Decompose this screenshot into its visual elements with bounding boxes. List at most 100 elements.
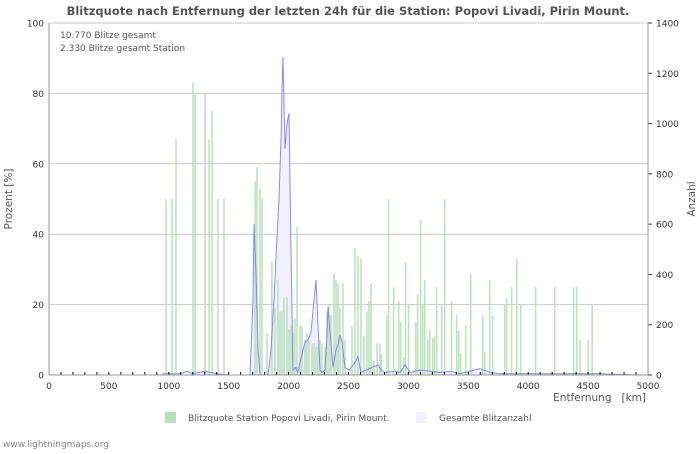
bar xyxy=(337,283,339,375)
y-axis-label: Prozent [%] xyxy=(3,169,15,230)
bar xyxy=(277,280,279,375)
y-tick-label: 40 xyxy=(33,231,45,241)
bar xyxy=(296,227,298,375)
bar xyxy=(335,280,337,375)
bar xyxy=(450,301,453,375)
bar xyxy=(217,199,219,375)
x-tick-label: 1000 xyxy=(157,382,180,392)
bar xyxy=(256,167,258,375)
bar xyxy=(399,322,402,375)
legend-label-area: Gesamte Blitzanzahl xyxy=(439,414,532,424)
bar xyxy=(192,82,194,376)
bar xyxy=(572,287,575,375)
legend-swatch-bar xyxy=(165,412,176,423)
y2-tick-label: 0 xyxy=(656,372,662,382)
bar xyxy=(279,311,281,375)
y2-tick-label: 200 xyxy=(656,321,673,331)
bar xyxy=(443,199,446,375)
x-tick-label: 5000 xyxy=(637,382,660,392)
y-tick-label: 20 xyxy=(33,301,45,311)
bar xyxy=(254,181,256,375)
bar xyxy=(464,325,467,375)
bar xyxy=(351,325,353,375)
bar xyxy=(519,304,522,375)
x-tick-label: 500 xyxy=(100,382,117,392)
bar xyxy=(423,280,426,375)
bar xyxy=(469,274,472,375)
bar xyxy=(288,329,290,375)
bar xyxy=(459,353,462,375)
bar xyxy=(339,308,341,375)
annotation-station: 2.330 Blitze gesamt Station xyxy=(60,44,185,54)
bar xyxy=(304,339,306,375)
bar xyxy=(306,332,308,375)
annotation-total: 10.770 Blitze gesamt xyxy=(60,31,156,41)
bar xyxy=(315,346,317,375)
bar xyxy=(357,255,359,375)
bar xyxy=(354,248,356,375)
bar xyxy=(175,139,177,375)
bar xyxy=(308,339,310,375)
bar xyxy=(319,339,321,375)
y2-tick-label: 1200 xyxy=(656,70,679,80)
bar xyxy=(457,331,460,375)
bar xyxy=(321,343,323,375)
bar xyxy=(211,111,213,375)
bar xyxy=(366,311,368,375)
x-tick-label: 4000 xyxy=(517,382,540,392)
y2-tick-label: 1000 xyxy=(656,120,679,130)
bar xyxy=(328,304,330,375)
bar xyxy=(274,308,276,375)
grid xyxy=(49,22,648,376)
bar xyxy=(505,297,508,375)
y-tick-label: 0 xyxy=(38,372,44,382)
bar xyxy=(392,287,395,375)
bar xyxy=(587,339,589,375)
bar xyxy=(553,287,556,375)
bar xyxy=(342,283,344,375)
bar xyxy=(271,262,273,375)
bar xyxy=(440,304,443,375)
bar xyxy=(281,311,283,375)
bar xyxy=(481,315,484,375)
bar xyxy=(261,199,263,375)
bar xyxy=(299,325,301,375)
x-axis-label: Entfernung [km] xyxy=(553,392,646,404)
bar xyxy=(579,339,581,375)
legend: Blitzquote Station Popovi Livadi, Pirin … xyxy=(165,412,532,424)
area-fill xyxy=(49,56,648,376)
bar xyxy=(503,304,506,375)
bar xyxy=(363,336,365,375)
y2-axis-label: Anzahl xyxy=(686,181,698,216)
bar xyxy=(301,325,303,375)
legend-label-bar: Blitzquote Station Popovi Livadi, Pirin … xyxy=(188,414,390,424)
bar xyxy=(387,199,390,375)
bar xyxy=(433,336,436,375)
bar xyxy=(165,199,167,375)
bar xyxy=(426,339,429,375)
bar xyxy=(286,297,288,375)
x-tick-label: 2000 xyxy=(277,382,300,392)
bar xyxy=(510,287,513,375)
y-tick-label: 60 xyxy=(33,160,45,170)
bar xyxy=(344,339,346,375)
y2-tick-label: 400 xyxy=(656,271,673,281)
count-line xyxy=(49,56,648,376)
bar xyxy=(370,283,372,375)
bar xyxy=(428,329,431,375)
bar xyxy=(223,199,225,375)
watermark: www.lightningmaps.org xyxy=(3,440,109,450)
bar xyxy=(259,188,261,375)
bar xyxy=(416,294,419,375)
bar xyxy=(194,93,196,376)
x-tick-label: 1500 xyxy=(217,382,240,392)
bar xyxy=(414,322,417,375)
bar xyxy=(324,346,326,375)
bar xyxy=(455,315,458,375)
bar xyxy=(419,220,422,375)
bar xyxy=(421,304,424,375)
bar xyxy=(290,325,292,375)
x-tick-label: 4500 xyxy=(577,382,600,392)
bar xyxy=(368,301,370,375)
